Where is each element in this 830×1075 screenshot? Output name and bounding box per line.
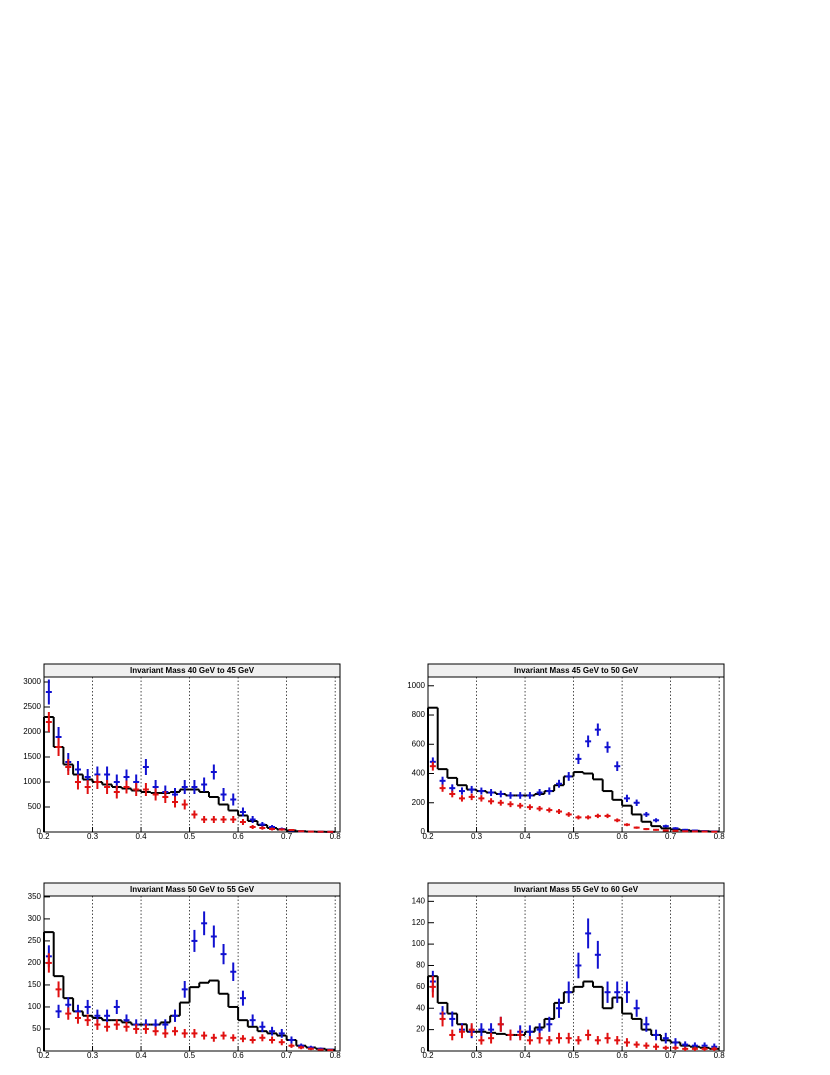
- y-tick-label: 500: [28, 802, 42, 811]
- x-tick-label: 0.4: [519, 1051, 531, 1060]
- y-tick-label: 0: [37, 827, 42, 836]
- x-tick-label: 0.6: [233, 1051, 245, 1060]
- x-tick-label: 0.3: [471, 1051, 483, 1060]
- y-tick-label: 140: [412, 896, 426, 905]
- y-tick-label: 1000: [407, 681, 425, 690]
- x-tick-label: 0.6: [233, 832, 245, 841]
- title-box: [43, 663, 341, 678]
- x-tick-label: 0.7: [281, 832, 293, 841]
- y-tick-label: 80: [416, 961, 425, 970]
- panel-title: Invariant Mass 55 GeV to 60 GeV: [514, 885, 639, 894]
- y-tick-label: 150: [28, 980, 42, 989]
- x-tick-label: 0.4: [135, 832, 147, 841]
- y-tick-label: 0: [421, 827, 426, 836]
- x-tick-label: 0.7: [281, 1051, 293, 1060]
- x-tick-label: 0.5: [568, 1051, 580, 1060]
- x-tick-label: 0.4: [519, 832, 531, 841]
- x-tick-label: 0.2: [38, 832, 50, 841]
- x-tick-label: 0.6: [617, 1051, 629, 1060]
- y-tick-label: 120: [412, 918, 426, 927]
- y-tick-label: 20: [416, 1025, 425, 1034]
- x-tick-label: 0.8: [714, 832, 726, 841]
- x-tick-label: 0.2: [422, 832, 434, 841]
- y-tick-label: 1500: [23, 752, 41, 761]
- x-tick-label: 0.3: [87, 832, 99, 841]
- x-tick-label: 0.2: [422, 1051, 434, 1060]
- x-tick-label: 0.8: [330, 832, 342, 841]
- y-tick-label: 200: [412, 798, 426, 807]
- y-tick-label: 250: [28, 936, 42, 945]
- x-tick-label: 0.2: [38, 1051, 50, 1060]
- x-tick-label: 0.7: [665, 832, 677, 841]
- x-tick-label: 0.5: [568, 832, 580, 841]
- panel-title: Invariant Mass 45 GeV to 50 GeV: [514, 666, 639, 675]
- y-tick-label: 0: [421, 1046, 426, 1055]
- y-tick-label: 600: [412, 739, 426, 748]
- y-tick-label: 3000: [23, 677, 41, 686]
- x-tick-label: 0.7: [665, 1051, 677, 1060]
- x-tick-label: 0.8: [714, 1051, 726, 1060]
- plot-frame: [427, 676, 725, 833]
- y-tick-label: 300: [28, 914, 42, 923]
- x-tick-label: 0.6: [617, 832, 629, 841]
- y-tick-label: 100: [28, 1002, 42, 1011]
- y-tick-label: 100: [412, 939, 426, 948]
- plot-frame: [43, 676, 341, 833]
- y-tick-label: 800: [412, 710, 426, 719]
- panel-title: Invariant Mass 50 GeV to 55 GeV: [130, 885, 255, 894]
- plot-frame: [43, 895, 341, 1052]
- y-tick-label: 40: [416, 1003, 425, 1012]
- y-tick-label: 2000: [23, 727, 41, 736]
- title-box: [427, 663, 725, 678]
- x-tick-label: 0.3: [87, 1051, 99, 1060]
- y-tick-label: 60: [416, 982, 425, 991]
- y-tick-label: 400: [412, 769, 426, 778]
- y-tick-label: 0: [37, 1046, 42, 1055]
- x-tick-label: 0.3: [471, 832, 483, 841]
- x-tick-label: 0.5: [184, 1051, 196, 1060]
- panel-title: Invariant Mass 40 GeV to 45 GeV: [130, 666, 255, 675]
- y-tick-label: 1000: [23, 777, 41, 786]
- title-box: [427, 882, 725, 897]
- plot-frame: [427, 895, 725, 1052]
- y-tick-label: 50: [32, 1024, 41, 1033]
- x-tick-label: 0.4: [135, 1051, 147, 1060]
- x-tick-label: 0.8: [330, 1051, 342, 1060]
- y-tick-label: 350: [28, 892, 42, 901]
- title-box: [43, 882, 341, 897]
- y-tick-label: 200: [28, 958, 42, 967]
- y-tick-label: 2500: [23, 702, 41, 711]
- x-tick-label: 0.5: [184, 832, 196, 841]
